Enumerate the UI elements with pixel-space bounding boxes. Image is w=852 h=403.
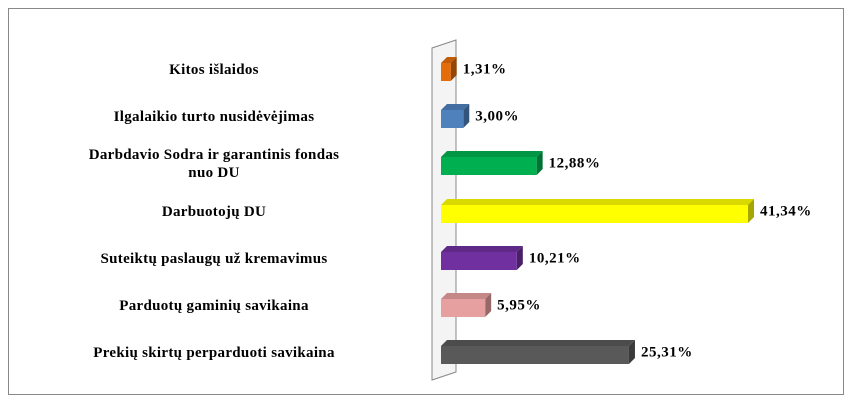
bar-side — [516, 246, 523, 270]
category-label: Darbuotojų DU — [161, 204, 267, 220]
bar-side — [628, 340, 635, 364]
bar-side — [463, 104, 470, 128]
value-label: 25,31% — [641, 344, 693, 360]
bar-top — [441, 199, 754, 205]
category-label: Ilgalaikio turto nusidėvėjimas — [113, 109, 315, 125]
bar-side — [485, 293, 492, 317]
bar — [441, 157, 537, 175]
category-label: Darbdavio Sodra ir garantinis fondas nuo… — [88, 147, 340, 181]
bar-top — [441, 104, 470, 110]
value-label: 12,88% — [549, 155, 601, 171]
bar-side — [748, 199, 754, 223]
value-label: 5,95% — [497, 297, 541, 313]
bar — [441, 346, 629, 364]
category-label: Kitos išlaidos — [169, 62, 259, 78]
bar-top — [441, 293, 492, 299]
bar — [441, 299, 486, 317]
value-label: 3,00% — [475, 108, 519, 124]
bar-side — [536, 151, 543, 175]
bar — [441, 110, 464, 128]
value-label: 10,21% — [529, 250, 581, 266]
bar-top — [441, 246, 523, 252]
bar-top — [441, 151, 543, 157]
bar — [441, 63, 451, 81]
bar — [441, 252, 517, 270]
bar-top — [441, 340, 635, 346]
category-label: Prekių skirtų perparduoti savikaina — [93, 345, 335, 361]
bar-side — [450, 57, 457, 81]
value-label: 41,34% — [760, 203, 812, 219]
value-label: 1,31% — [463, 61, 507, 77]
bar — [441, 205, 748, 223]
chart-frame — [8, 8, 844, 395]
category-label: Suteiktų paslaugų už kremavimus — [100, 251, 328, 267]
category-label: Parduotų gaminių savikaina — [119, 298, 309, 314]
bar-top — [441, 57, 457, 63]
